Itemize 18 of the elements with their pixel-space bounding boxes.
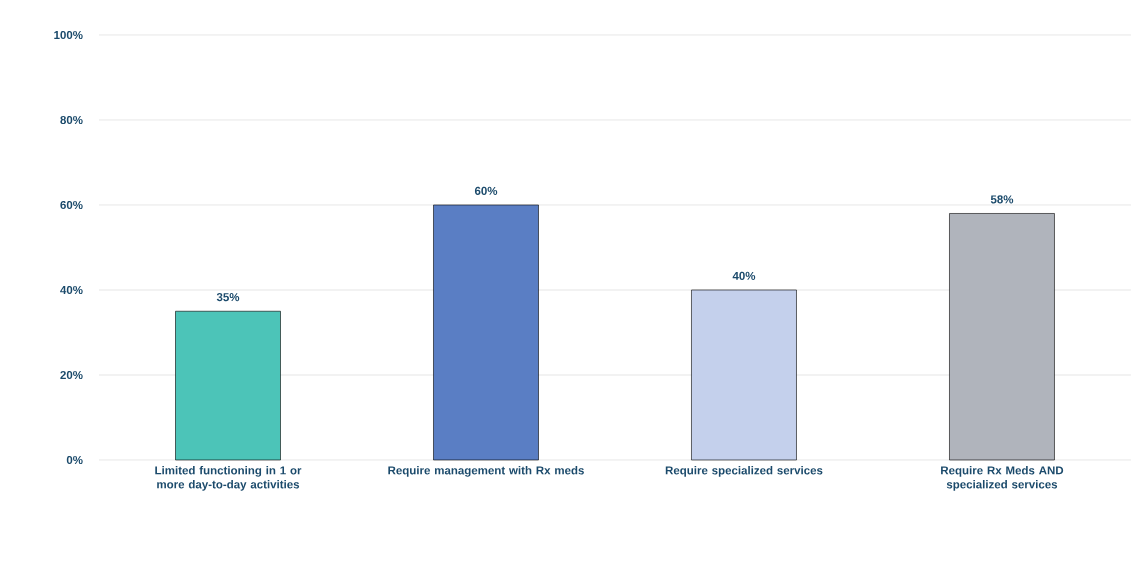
y-tick-label: 40% (60, 285, 83, 295)
y-tick-label: 0% (66, 455, 83, 465)
bar (691, 289, 797, 461)
x-tick-label: Limited functioning in 1 or more day-to-day activities (155, 466, 302, 491)
x-tick-label: Require specialized services (665, 466, 823, 477)
y-tick-label: 80% (60, 115, 83, 125)
data-label: 40% (732, 271, 756, 280)
data-label: 60% (474, 186, 498, 195)
y-tick-label: 20% (60, 370, 83, 380)
y-tick-label: 60% (60, 200, 83, 210)
x-tick-label: Require Rx Meds AND specialized services (941, 466, 1064, 491)
y-tick-label: 100% (54, 30, 83, 40)
bar (949, 213, 1055, 461)
data-label: 35% (216, 293, 240, 302)
x-tick-label: Require management with Rx meds (388, 466, 584, 477)
bar (433, 204, 539, 461)
bar (175, 310, 281, 461)
data-label: 58% (990, 195, 1014, 204)
